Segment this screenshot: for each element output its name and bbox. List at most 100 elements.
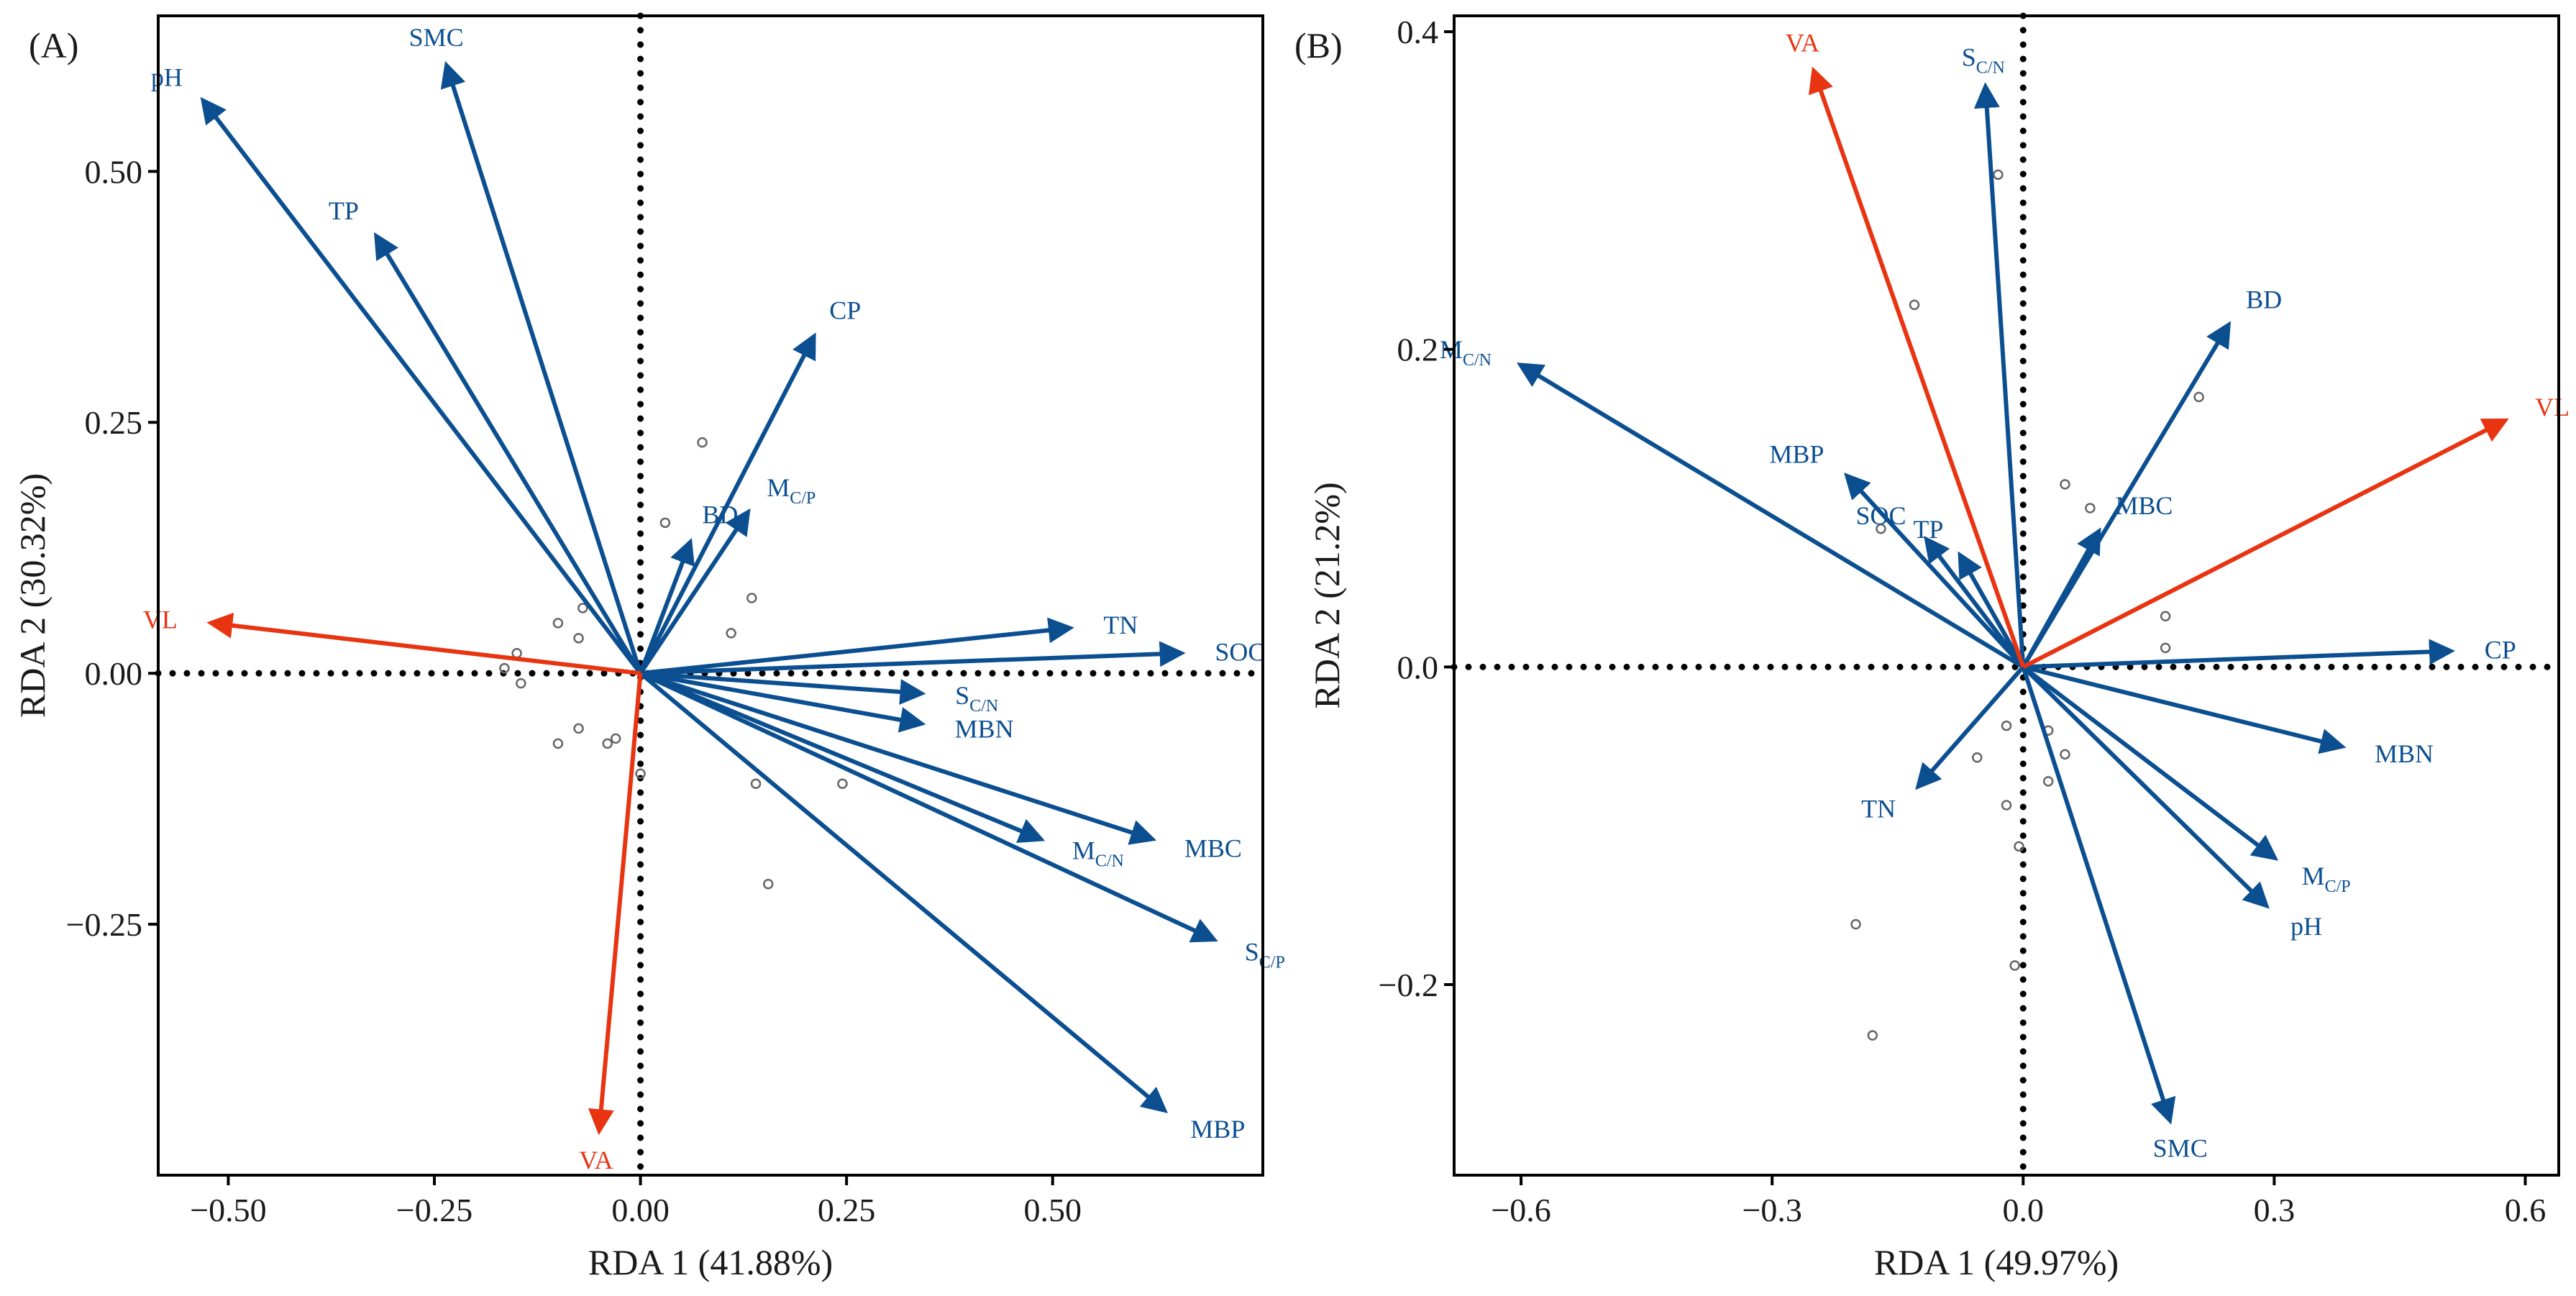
panel-a-vector-label-mc-p: MC/P bbox=[767, 473, 816, 508]
panel-a-vector-label-mbn: MBN bbox=[955, 714, 1014, 743]
panel-b-y-tick-label: 0.4 bbox=[1397, 14, 1439, 50]
panel-b-site-point-18 bbox=[1867, 1030, 1878, 1041]
panel-b-vector-mbp bbox=[1844, 473, 2025, 669]
panel-b-vector-tp bbox=[1958, 551, 2025, 668]
panel-b-vector-soc bbox=[1924, 535, 2025, 669]
panel-a-vector-mbp bbox=[639, 671, 1168, 1113]
panel-b-y-tick-label: −0.2 bbox=[1379, 967, 1438, 1003]
panel-a-plot-frame bbox=[157, 14, 1264, 1177]
panel-a-site-point-7 bbox=[573, 633, 584, 644]
panel-a-vector-label-vl: VL bbox=[143, 605, 178, 634]
panel-b-vector-label-mbp: MBP bbox=[1769, 440, 1824, 469]
panel-a-y-axis-title: RDA 2 (30.32%) bbox=[12, 473, 52, 718]
panel-b-x-tick-label: 0.0 bbox=[2003, 1192, 2045, 1228]
panel-a-vector-label-ph: pH bbox=[151, 63, 183, 91]
panel-a-site-point-18 bbox=[762, 879, 774, 890]
panel-b-vector-cp bbox=[2023, 639, 2455, 670]
panel-a-x-tick-label: 0.50 bbox=[1023, 1192, 1082, 1228]
panel-a-zero-lines bbox=[155, 12, 1266, 1179]
panel-a-y-tick-label: 0.00 bbox=[85, 655, 143, 692]
panel-a-site-point-13 bbox=[602, 738, 613, 749]
panel-a-site-point-15 bbox=[635, 768, 646, 779]
panel-a-vector-label-smc: SMC bbox=[409, 23, 464, 52]
panel-b-vector-labels: SC/N MC/N BD MBP SOC TP MBC CP MBN MC/P pH TN SMC VA V… bbox=[1440, 29, 2570, 1163]
panel-b-y-tick-label: 0.2 bbox=[1397, 332, 1439, 368]
panel-b-site-point-3 bbox=[2193, 391, 2204, 403]
panel-b-site-point-16 bbox=[1850, 918, 1861, 930]
panel-b-label: (B) bbox=[1294, 25, 1343, 65]
panel-a-x-axis: −0.50 −0.25 0.00 0.25 0.50 bbox=[190, 1175, 1082, 1228]
panel-b-vector-label-mc-n: MC/N bbox=[1440, 335, 1492, 370]
panel-b-vector-ph bbox=[2022, 665, 2270, 909]
panel-b-vector-vl bbox=[2022, 418, 2509, 670]
panel-b-x-axis-title: RDA 1 (49.97%) bbox=[1874, 1242, 2119, 1282]
panel-a-vector-soc bbox=[640, 641, 1186, 676]
panel-b-y-axis-title: RDA 2 (21.2%) bbox=[1307, 482, 1347, 708]
panel-b-site-point-5 bbox=[2085, 503, 2096, 514]
panel-a-vector-label-va: VA bbox=[579, 1146, 613, 1174]
panel-b-site-point-8 bbox=[2160, 642, 2171, 654]
panel-b-vector-va bbox=[1808, 66, 2026, 668]
panel-b-vector-label-tn: TN bbox=[1861, 795, 1896, 823]
panel-a-vector-label-mbp: MBP bbox=[1190, 1115, 1245, 1144]
panel-a-vector-label-mc-n: MC/N bbox=[1072, 836, 1124, 871]
panel-b-y-tick-label: 0.0 bbox=[1397, 649, 1439, 685]
panel-b-site-point-1 bbox=[1993, 169, 2004, 181]
panel-b-site-point-4 bbox=[2060, 479, 2070, 490]
panel-a-vector-mc-n bbox=[639, 671, 1046, 844]
panel-a-vector-label-tp: TP bbox=[329, 196, 359, 225]
panel-b-site-point-13 bbox=[2042, 776, 2054, 787]
panel-b-plot-frame bbox=[1453, 14, 2560, 1177]
panel-a-site-point-17 bbox=[837, 778, 848, 789]
panel-a-vector-bd bbox=[638, 537, 695, 675]
panel-a-site-point-14 bbox=[610, 733, 621, 744]
panel-a-site-point-11 bbox=[573, 723, 584, 734]
panel-b-site-points bbox=[1850, 169, 2204, 1041]
panel-a-y-tick-label: 0.25 bbox=[85, 404, 143, 441]
panel-b-x-tick-label: 0.3 bbox=[2254, 1192, 2296, 1228]
panel-a-vector-va bbox=[588, 672, 643, 1136]
panel-b-vector-mc-p bbox=[2022, 665, 2279, 861]
panel-b-vector-tn bbox=[1915, 665, 2025, 790]
panel-b-x-tick-label: 0.6 bbox=[2505, 1192, 2547, 1228]
panel-b-vector-mbn bbox=[2022, 665, 2347, 754]
panel-a-site-point-16 bbox=[750, 778, 762, 789]
panel-b-vector-label-tp: TP bbox=[1913, 515, 1943, 544]
panel-a-x-axis-title: RDA 1 (41.88%) bbox=[588, 1242, 833, 1282]
panel-a-vector-sc-p bbox=[639, 671, 1218, 943]
panel-b-vector-label-mbn: MBN bbox=[2375, 739, 2434, 768]
panel-a-y-tick-label: 0.50 bbox=[85, 153, 143, 190]
panel-a-y-axis: −0.25 0.00 0.25 0.50 bbox=[66, 153, 158, 943]
panel-a-y-tick-label: −0.25 bbox=[66, 906, 142, 943]
panel-a-vector-tn bbox=[640, 617, 1074, 676]
panel-b-site-point-6 bbox=[1876, 524, 1886, 534]
panel-a-label: (A) bbox=[29, 25, 78, 65]
panel-b-site-point-15 bbox=[2014, 841, 2024, 852]
panel-b-x-tick-label: −0.6 bbox=[1491, 1192, 1550, 1228]
panel-a-site-point-10 bbox=[516, 677, 526, 689]
panel-b-site-point-11 bbox=[2060, 749, 2070, 760]
panel-a-x-tick-label: 0.00 bbox=[611, 1192, 670, 1228]
panel-b-site-point-17 bbox=[2009, 960, 2020, 971]
panel-a-vector-label-mbc: MBC bbox=[1184, 834, 1242, 862]
panel-a-vector-label-sc-n: SC/N bbox=[955, 681, 998, 716]
panel-b-zero-lines bbox=[1451, 12, 2562, 1179]
panel-a-vectors bbox=[200, 60, 1218, 1136]
panel-b-x-tick-label: −0.3 bbox=[1742, 1192, 1801, 1228]
panel-b-site-point-7 bbox=[2160, 611, 2171, 621]
panel-a-vector-label-cp: CP bbox=[829, 296, 861, 324]
panel-a-site-point-9 bbox=[499, 662, 510, 674]
panel-a-x-tick-label: 0.25 bbox=[818, 1192, 876, 1228]
panel-a-vector-vl bbox=[206, 612, 641, 676]
panel-a-site-points bbox=[499, 437, 848, 890]
panel-a-site-point-2 bbox=[659, 517, 671, 529]
panel-b-vector-smc bbox=[2021, 666, 2176, 1125]
panel-b-vector-label-ph: pH bbox=[2290, 912, 2322, 941]
panel-a-vector-label-sc-p: SC/P bbox=[1245, 938, 1285, 972]
panel-b-vector-label-cp: CP bbox=[2485, 636, 2516, 665]
panel-b-vector-label-va: VA bbox=[1786, 29, 1819, 58]
panel-a-vector-smc bbox=[440, 60, 643, 675]
panel-b-y-axis: −0.2 0.0 0.2 0.4 bbox=[1379, 14, 1454, 1003]
panel-a-site-point-6 bbox=[577, 603, 588, 613]
